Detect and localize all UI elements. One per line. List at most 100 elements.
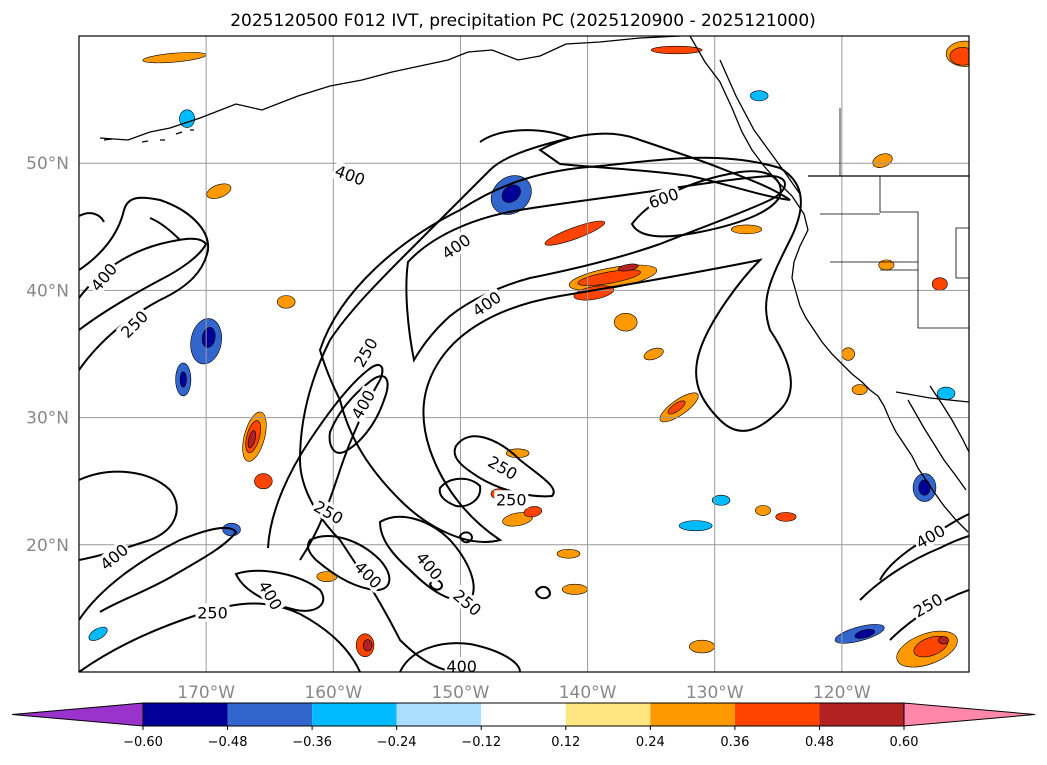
pc-region bbox=[775, 512, 797, 522]
pc-region bbox=[688, 639, 716, 654]
contour-label-background bbox=[115, 305, 153, 343]
aleutian-islands bbox=[103, 129, 194, 143]
colorbar-tick-label: −0.48 bbox=[208, 735, 248, 750]
ivt-contour-400-main-ar bbox=[405, 174, 786, 363]
latitude-tick-labels: 20°N 30°N 40°N 50°N bbox=[26, 154, 69, 556]
colorbar-tick-label: 0.60 bbox=[890, 735, 919, 750]
colorbar-segment bbox=[227, 703, 313, 726]
colorbar-segment bbox=[819, 703, 904, 726]
colorbar-segment bbox=[565, 703, 651, 726]
pc-region bbox=[667, 400, 686, 415]
colorbar-tick-label: −0.36 bbox=[292, 735, 332, 750]
colorbar-segment bbox=[734, 703, 820, 726]
ivt-contour-400-southwest bbox=[79, 526, 238, 621]
colorbar-extend-max bbox=[903, 702, 1036, 727]
ivt-contour-250-northwest bbox=[79, 212, 181, 241]
colorbar-frame bbox=[142, 702, 905, 727]
latitude-tick-label: 50°N bbox=[26, 154, 69, 174]
us-mexico-border bbox=[895, 391, 969, 403]
alaska-inland-coast bbox=[719, 59, 801, 195]
contour-label-background bbox=[349, 556, 387, 594]
ivt-contour-250-loop bbox=[453, 435, 555, 498]
contour-label-background bbox=[444, 656, 479, 672]
contour-label-background bbox=[448, 584, 487, 621]
pc-region bbox=[544, 220, 606, 246]
contour-label-background bbox=[349, 333, 382, 372]
contour-label-background bbox=[483, 451, 523, 484]
ivt-contour-250-main-ar bbox=[318, 156, 802, 543]
pc-region bbox=[247, 430, 257, 449]
pc-region bbox=[617, 263, 639, 272]
latitude-tick-label: 20°N bbox=[26, 536, 69, 556]
pc-region bbox=[179, 109, 195, 128]
longitude-tick-label: 170°W bbox=[177, 683, 235, 703]
alaska-coastline bbox=[99, 36, 681, 141]
gulf-of-california-coast bbox=[907, 399, 967, 491]
colorbar-segment bbox=[312, 703, 397, 726]
state-borders bbox=[820, 108, 969, 329]
longitude-tick-label: 130°W bbox=[686, 683, 744, 703]
pc-region bbox=[523, 506, 543, 518]
west-coast-usa bbox=[791, 229, 879, 397]
pc-region bbox=[643, 347, 664, 361]
pc-region bbox=[206, 183, 232, 199]
colorbar-segment bbox=[396, 703, 482, 726]
latitude-tick-label: 30°N bbox=[26, 409, 69, 429]
contour-label-background bbox=[331, 160, 370, 190]
ivt-contour-250-small bbox=[438, 477, 482, 508]
coastlines bbox=[99, 36, 969, 533]
pc-region bbox=[938, 636, 949, 645]
ivt-contour-400-west-ar bbox=[79, 237, 208, 331]
colorbar-tick-label: −0.12 bbox=[461, 735, 501, 750]
lat-lon-gridlines bbox=[79, 36, 969, 672]
contour-label-background bbox=[908, 588, 948, 622]
map-frame bbox=[78, 35, 970, 673]
mexico-mainland-coast bbox=[929, 385, 969, 453]
pc-region bbox=[254, 473, 273, 490]
pc-region bbox=[556, 548, 581, 559]
pc-region bbox=[949, 47, 969, 66]
contour-label-background bbox=[467, 286, 506, 321]
colorbar: −0.60 −0.48 −0.36 −0.24 −0.12 0.12 0.24 0.36 0.4… bbox=[11, 702, 1036, 750]
contour-label-background bbox=[411, 546, 448, 585]
longitude-tick-label: 120°W bbox=[813, 683, 871, 703]
contour-label-background bbox=[494, 490, 529, 509]
pc-region bbox=[678, 520, 713, 532]
pc-region bbox=[277, 295, 296, 309]
contour-label-background bbox=[644, 183, 683, 213]
pc-region bbox=[841, 347, 855, 361]
colorbar-tick-label: 0.24 bbox=[636, 735, 665, 750]
colorbar-segment bbox=[143, 703, 228, 726]
contour-label-background bbox=[911, 520, 950, 553]
pc-region bbox=[362, 639, 373, 652]
ivt-contour-400-bottom bbox=[399, 642, 521, 672]
ivt-contour-400-south-loop bbox=[234, 569, 325, 612]
contour-label: 400 bbox=[446, 657, 477, 676]
pc-region bbox=[878, 259, 895, 271]
contour-label: 250 bbox=[197, 603, 228, 622]
contour-label-background bbox=[195, 603, 230, 622]
longitude-tick-label: 140°W bbox=[559, 683, 617, 703]
pc-region bbox=[851, 384, 868, 396]
ivt-contour-250-outer bbox=[298, 129, 574, 672]
alaska-panhandle-coastline bbox=[689, 36, 809, 231]
longitude-tick-labels: 170°W 160°W 150°W 140°W 130°W 120°W bbox=[177, 683, 871, 703]
pc-region bbox=[711, 494, 731, 506]
colorbar-tick-label: 0.48 bbox=[805, 735, 834, 750]
contour-label-background bbox=[346, 385, 380, 424]
precipitation-pc-layer bbox=[88, 40, 969, 668]
longitude-tick-label: 150°W bbox=[432, 683, 490, 703]
colorbar-tick-label: 0.12 bbox=[551, 735, 580, 750]
pc-region bbox=[561, 583, 588, 595]
pc-region bbox=[755, 505, 771, 516]
pc-region bbox=[931, 277, 948, 291]
colorbar-segment bbox=[481, 703, 566, 726]
contour-label-background bbox=[95, 538, 133, 575]
pc-region bbox=[730, 224, 763, 235]
pc-region bbox=[179, 371, 187, 388]
contour-label-background bbox=[254, 575, 287, 615]
ivt-contour-400-central bbox=[328, 375, 389, 454]
pc-region bbox=[918, 479, 931, 496]
